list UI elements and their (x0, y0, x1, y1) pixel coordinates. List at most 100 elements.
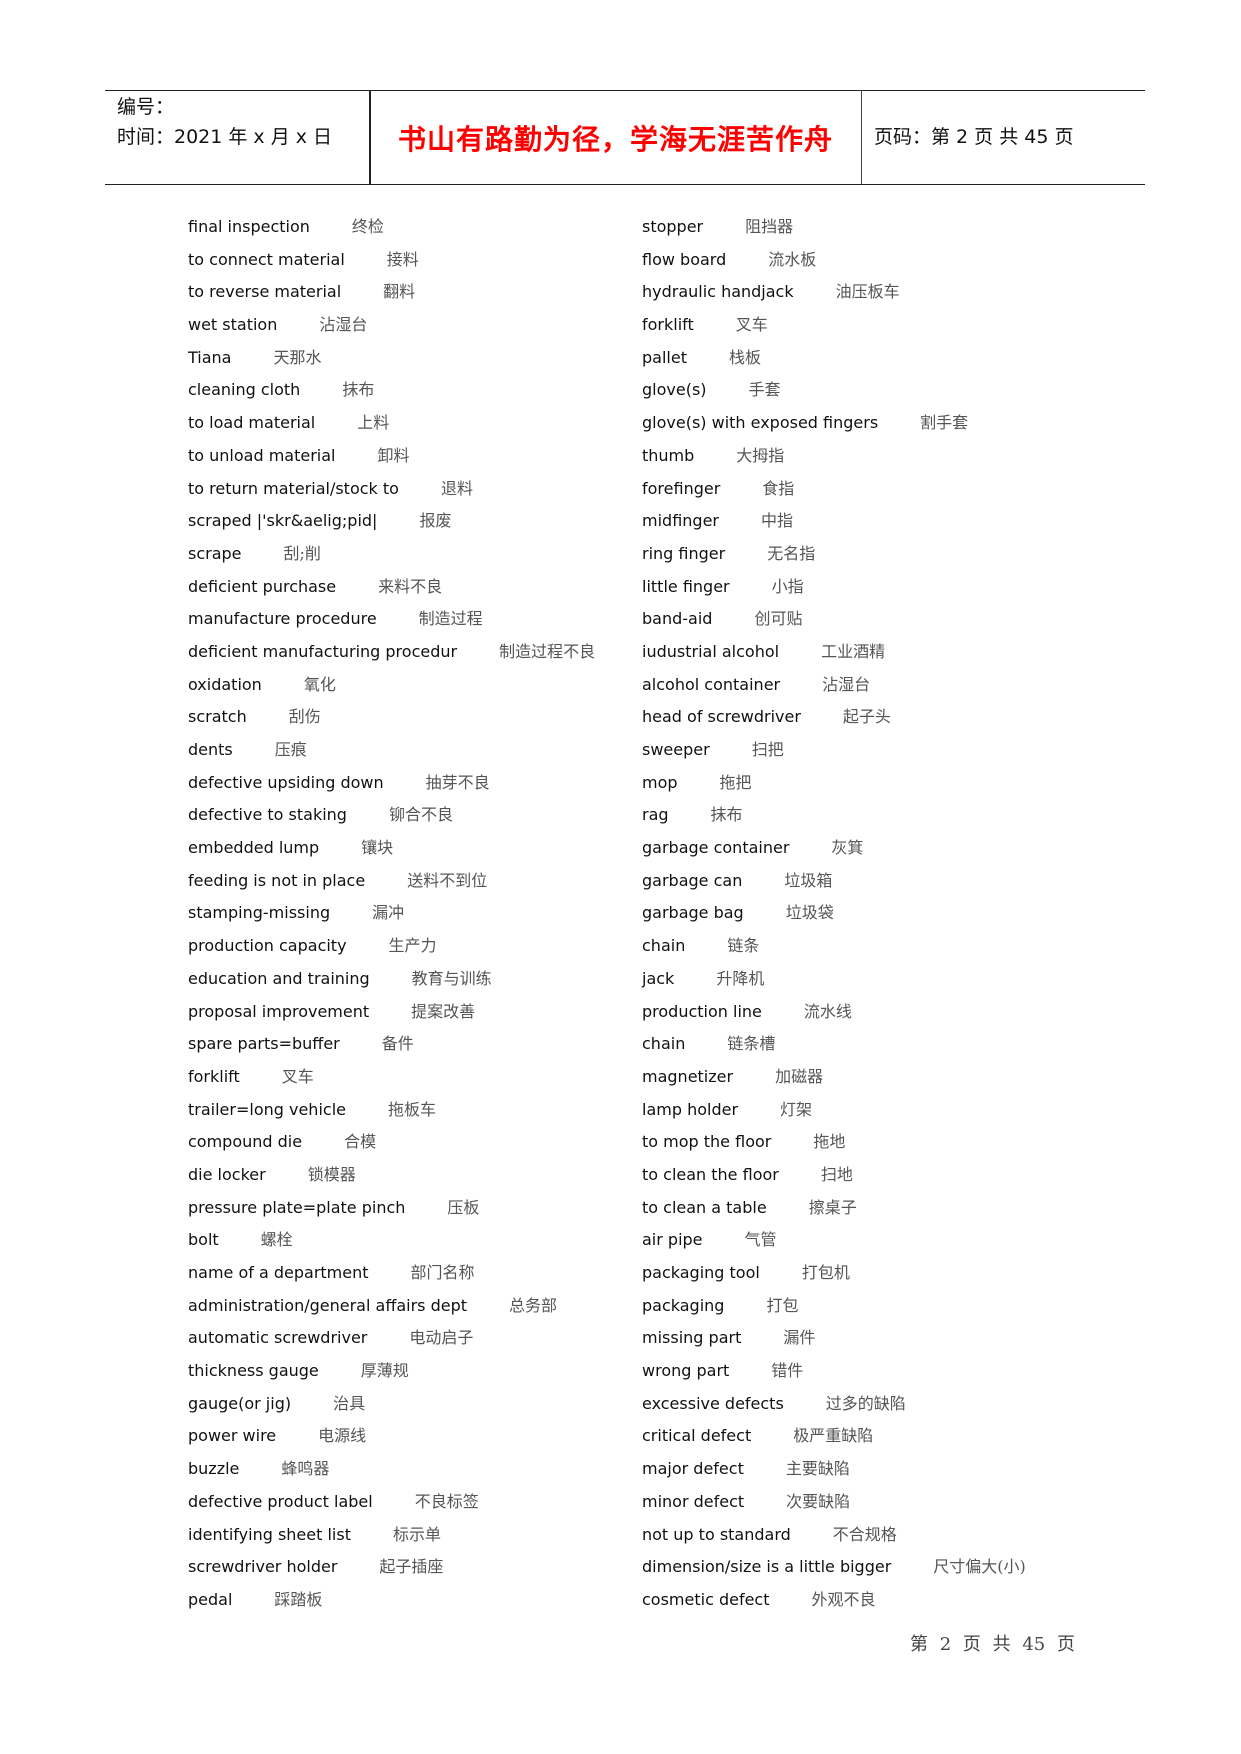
chinese-term: 提案改善 (411, 1001, 476, 1021)
english-term: screwdriver holder (188, 1557, 338, 1577)
english-term: air pipe (642, 1230, 703, 1250)
english-term: defective upsiding down (188, 772, 384, 792)
chinese-term: 标示单 (392, 1524, 441, 1544)
glossary-entry: wrong part 错件 (642, 1355, 1026, 1388)
glossary-entry: wet station 沾湿台 (188, 309, 595, 342)
chinese-term: 氧化 (303, 674, 336, 694)
chinese-term: 次要缺陷 (786, 1491, 851, 1511)
english-term: automatic screwdriver (188, 1328, 368, 1348)
english-term: compound die (188, 1132, 303, 1152)
english-term: to return material/stock to (188, 478, 399, 498)
glossary-entry: scraped |'skr&aelig;pid| 报废 (188, 505, 595, 538)
glossary-entry: to reverse material 翻料 (188, 276, 595, 309)
glossary-entry: glove(s) with exposed fingers 割手套 (642, 407, 1026, 440)
english-term: defective product label (188, 1491, 373, 1511)
glossary-entry: deficient manufacturing procedur 制造过程不良 (188, 636, 595, 669)
glossary-entry: minor defect 次要缺陷 (642, 1486, 1026, 1519)
chinese-term: 手套 (748, 380, 781, 400)
english-term: Tiana (188, 347, 232, 367)
chinese-term: 不合规格 (832, 1524, 897, 1544)
glossary-entry: flow board 流水板 (642, 244, 1026, 277)
chinese-term: 刮伤 (288, 707, 321, 727)
chinese-term: 天那水 (273, 347, 322, 367)
english-term: dimension/size is a little bigger (642, 1557, 892, 1577)
glossary-entry: glove(s) 手套 (642, 374, 1026, 407)
chinese-term: 退料 (440, 478, 473, 498)
english-term: head of screwdriver (642, 707, 801, 727)
chinese-term: 垃圾袋 (785, 903, 834, 923)
chinese-term: 报废 (419, 511, 452, 531)
chinese-term: 抹布 (710, 805, 743, 825)
header-meta: 编号： 时间：2021 年 x 月 x 日 (117, 92, 332, 152)
english-term: garbage can (642, 870, 743, 890)
glossary-entry: mop 拖把 (642, 767, 1026, 800)
chinese-term: 抽芽不良 (425, 772, 490, 792)
english-term: administration/general affairs dept (188, 1295, 468, 1315)
chinese-term: 错件 (771, 1361, 804, 1381)
english-term: little finger (642, 576, 730, 596)
english-term: magnetizer (642, 1066, 734, 1086)
english-term: name of a department (188, 1263, 369, 1282)
glossary-entry: spare parts=buffer 备件 (188, 1028, 595, 1061)
chinese-term: 上料 (357, 413, 390, 433)
chinese-term: 压痕 (274, 740, 307, 759)
glossary-entry: sweeper 扫把 (642, 734, 1026, 767)
glossary-entry: major defect 主要缺陷 (642, 1453, 1026, 1486)
english-term: excessive defects (642, 1393, 784, 1413)
chinese-term: 锁模器 (307, 1164, 356, 1184)
header-divider-right (861, 90, 862, 184)
english-term: band-aid (642, 609, 713, 629)
english-term: bolt (188, 1230, 219, 1250)
glossary-entry: alcohol container 沾湿台 (642, 669, 1026, 702)
english-term: ring finger (642, 543, 726, 563)
chinese-term: 接料 (386, 249, 419, 269)
chinese-term: 叉车 (735, 315, 768, 335)
header-bottom-border (105, 184, 1145, 185)
glossary-entry: head of screwdriver 起子头 (642, 701, 1026, 734)
glossary-entry: dimension/size is a little bigger 尺寸偏大(小) (642, 1551, 1026, 1584)
english-term: to clean the floor (642, 1164, 779, 1184)
chinese-term: 打包 (766, 1295, 799, 1315)
glossary-entry: excessive defects 过多的缺陷 (642, 1388, 1026, 1421)
chinese-term: 过多的缺陷 (825, 1393, 906, 1413)
glossary-entry: packaging tool 打包机 (642, 1257, 1026, 1290)
english-term: buzzle (188, 1459, 240, 1479)
chinese-term: 起子插座 (379, 1557, 444, 1577)
chinese-term: 压板 (447, 1197, 480, 1217)
glossary-entry: buzzle 蜂鸣器 (188, 1453, 595, 1486)
glossary-entry: to load material 上料 (188, 407, 595, 440)
chinese-term: 阻挡器 (745, 217, 794, 236)
english-term: thumb (642, 445, 695, 465)
english-term: thickness gauge (188, 1361, 319, 1381)
chinese-term: 起子头 (842, 707, 891, 727)
glossary-entry: forklift 叉车 (642, 309, 1026, 342)
chinese-term: 流水板 (768, 249, 817, 269)
english-term: pressure plate=plate pinch (188, 1197, 406, 1217)
english-term: missing part (642, 1328, 742, 1348)
chinese-term: 创可贴 (754, 609, 803, 629)
glossary-entry: name of a department 部门名称 (188, 1257, 595, 1290)
glossary-entry: cosmetic defect 外观不良 (642, 1584, 1026, 1617)
chinese-term: 大拇指 (736, 445, 785, 465)
chinese-term: 漏件 (783, 1328, 816, 1348)
glossary-entry: trailer=long vehicle 拖板车 (188, 1094, 595, 1127)
glossary-entry: to mop the floor 拖地 (642, 1126, 1026, 1159)
chinese-term: 链条槽 (727, 1034, 776, 1054)
english-term: education and training (188, 968, 370, 988)
glossary-entry: production line 流水线 (642, 996, 1026, 1029)
chinese-term: 灰箕 (831, 838, 864, 858)
glossary-entry: band-aid 创可贴 (642, 603, 1026, 636)
english-term: to unload material (188, 445, 336, 465)
glossary-entry: stopper 阻挡器 (642, 211, 1026, 244)
english-term: iudustrial alcohol (642, 641, 780, 661)
english-term: lamp holder (642, 1099, 739, 1119)
chinese-term: 流水线 (803, 1001, 852, 1021)
chinese-term: 擦桌子 (808, 1197, 857, 1217)
chinese-term: 蜂鸣器 (281, 1459, 330, 1479)
glossary-entry: critical defect 极严重缺陷 (642, 1420, 1026, 1453)
chinese-term: 食指 (762, 478, 795, 498)
glossary-entry: iudustrial alcohol 工业酒精 (642, 636, 1026, 669)
glossary-entry: magnetizer 加磁器 (642, 1061, 1026, 1094)
glossary-entry: defective product label 不良标签 (188, 1486, 595, 1519)
chinese-term: 栈板 (728, 347, 761, 367)
